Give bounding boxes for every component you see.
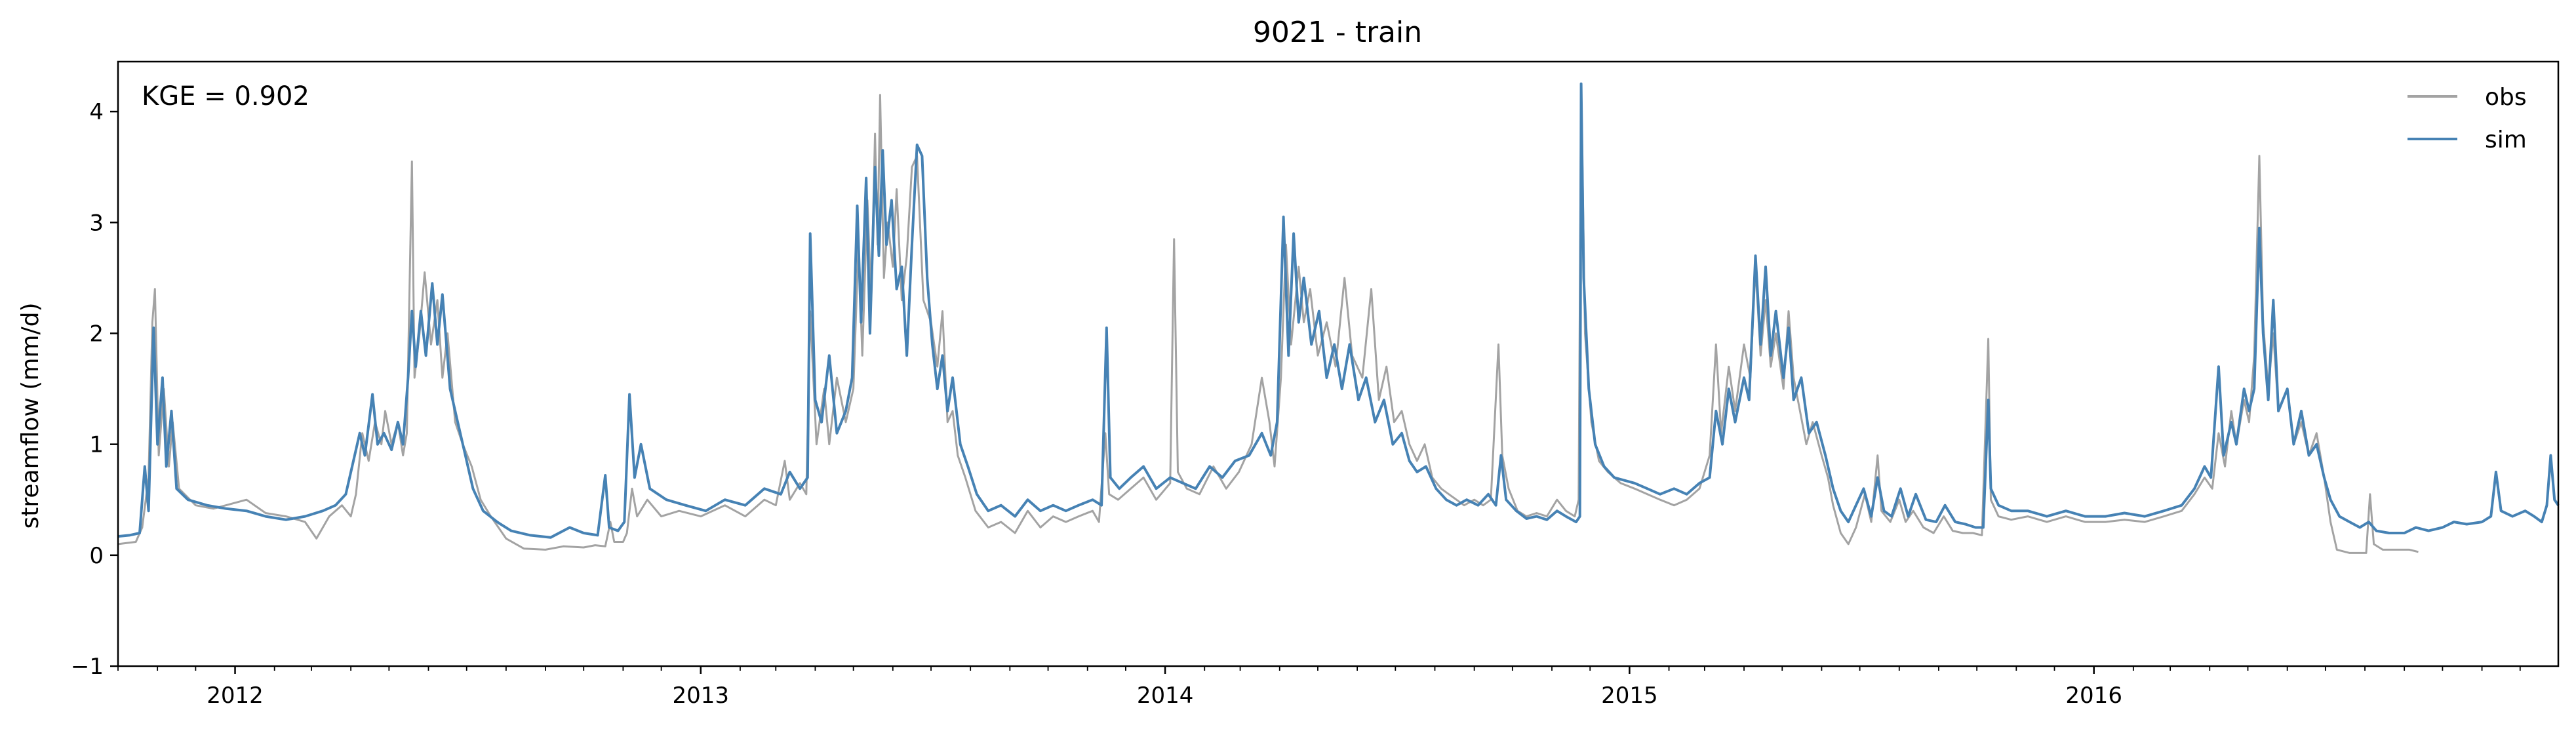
y-axis: −1 0 1 2 3 4 xyxy=(71,99,118,680)
y-tick-label: 1 xyxy=(89,432,104,458)
series-line-sim xyxy=(117,82,2560,539)
y-tick-label: 2 xyxy=(89,321,104,347)
legend-obs-label: obs xyxy=(2485,84,2527,111)
x-tick-label: 2016 xyxy=(2065,683,2122,709)
plot-lines xyxy=(117,82,2560,554)
y-tick-label: −1 xyxy=(71,654,104,680)
chart-title: 9021 - train xyxy=(1253,16,1422,49)
y-tick-label: 3 xyxy=(89,210,104,236)
y-tick-label: 4 xyxy=(89,99,104,125)
x-tick-label: 2013 xyxy=(673,683,730,709)
y-axis-label: streamflow (mm/d) xyxy=(17,303,44,529)
x-tick-label: 2015 xyxy=(1601,683,1658,709)
series-line-obs xyxy=(117,83,2419,554)
kge-annotation: KGE = 0.902 xyxy=(142,81,309,111)
x-tick-label: 2012 xyxy=(207,683,264,709)
legend-sim-label: sim xyxy=(2485,127,2527,153)
plot-frame xyxy=(117,60,2560,667)
legend: obs sim xyxy=(2408,84,2527,153)
y-tick-label: 0 xyxy=(89,543,104,569)
x-axis: 2012 2013 2014 2015 2016 xyxy=(117,666,2521,709)
x-tick-label: 2014 xyxy=(1137,683,1194,709)
